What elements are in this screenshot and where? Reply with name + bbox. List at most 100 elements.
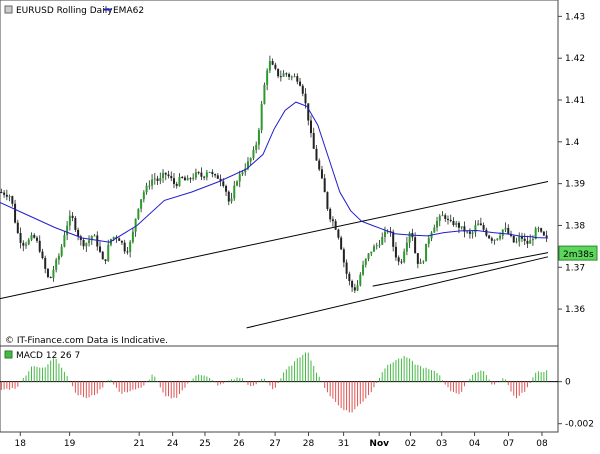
candle-down bbox=[318, 160, 321, 170]
candle-up bbox=[499, 235, 502, 239]
candle-down bbox=[14, 203, 17, 223]
candle-down bbox=[416, 253, 419, 264]
date-x-tick-label: 07 bbox=[503, 439, 514, 449]
candle-up bbox=[131, 231, 134, 243]
candle-down bbox=[200, 172, 203, 177]
candle-down bbox=[523, 238, 526, 241]
candle-up bbox=[25, 244, 28, 246]
candle-down bbox=[348, 273, 351, 282]
candle-down bbox=[79, 236, 82, 240]
date-x-tick-label: 26 bbox=[233, 439, 245, 449]
candle-down bbox=[279, 76, 282, 78]
candle-down bbox=[189, 178, 192, 180]
candle-down bbox=[175, 183, 178, 186]
candle-down bbox=[334, 221, 337, 230]
macd-title: MACD 12 26 7 bbox=[16, 351, 80, 361]
date-x-tick-label: 27 bbox=[269, 439, 280, 449]
price-y-tick-label: 1.39 bbox=[565, 180, 585, 190]
candle-down bbox=[46, 268, 49, 277]
trendline bbox=[372, 252, 549, 287]
candle-down bbox=[49, 276, 52, 278]
candle-up bbox=[268, 61, 271, 71]
candle-down bbox=[463, 226, 466, 232]
date-x-tick-label: 08 bbox=[536, 439, 548, 449]
candle-down bbox=[225, 186, 228, 192]
candle-down bbox=[214, 174, 217, 176]
macd-legend: MACD 12 26 7 bbox=[4, 350, 80, 361]
candle-up bbox=[148, 185, 151, 187]
candle-up bbox=[378, 244, 381, 246]
candle-up bbox=[455, 222, 458, 225]
candle-down bbox=[320, 169, 323, 179]
candle-down bbox=[167, 174, 170, 177]
candle-down bbox=[296, 76, 299, 82]
candle-up bbox=[474, 225, 477, 233]
candle-down bbox=[542, 231, 545, 236]
candle-down bbox=[11, 196, 14, 204]
date-x-tick-label: 04 bbox=[469, 439, 481, 449]
candle-down bbox=[285, 73, 288, 75]
candle-up bbox=[244, 168, 247, 173]
candle-up bbox=[93, 235, 96, 237]
candle-down bbox=[164, 172, 167, 175]
candle-up bbox=[194, 172, 197, 178]
candle-down bbox=[104, 259, 107, 262]
candle-down bbox=[271, 61, 274, 65]
candle-down bbox=[277, 68, 280, 77]
candle-down bbox=[342, 249, 345, 263]
candle-up bbox=[153, 178, 156, 180]
candle-down bbox=[452, 221, 455, 225]
candle-up bbox=[436, 220, 439, 228]
candle-up bbox=[137, 208, 140, 219]
candle-down bbox=[312, 133, 315, 149]
candle-up bbox=[383, 231, 386, 237]
candle-up bbox=[140, 199, 143, 209]
candle-up bbox=[493, 239, 496, 241]
candle-down bbox=[183, 177, 186, 181]
price-y-tick-label: 1.4 bbox=[565, 138, 580, 148]
candle-up bbox=[438, 215, 441, 221]
candle-down bbox=[16, 222, 19, 233]
candle-down bbox=[507, 227, 510, 234]
candle-up bbox=[252, 149, 255, 159]
candle-up bbox=[60, 246, 63, 256]
candle-up bbox=[362, 264, 365, 275]
candle-up bbox=[266, 70, 269, 85]
candle-down bbox=[323, 178, 326, 193]
candle-down bbox=[389, 230, 392, 232]
candle-up bbox=[151, 179, 154, 186]
date-x-tick-label: 28 bbox=[303, 439, 315, 449]
candle-down bbox=[203, 176, 206, 178]
candle-up bbox=[375, 245, 378, 247]
candle-down bbox=[22, 242, 25, 246]
candle-up bbox=[518, 236, 521, 242]
candle-up bbox=[477, 223, 480, 226]
candle-up bbox=[419, 262, 422, 264]
candle-up bbox=[236, 181, 239, 186]
candle-up bbox=[8, 196, 11, 198]
candle-down bbox=[227, 191, 230, 202]
candle-up bbox=[381, 236, 384, 245]
candle-up bbox=[63, 235, 66, 247]
candle-down bbox=[485, 229, 488, 236]
candle-down bbox=[397, 257, 400, 262]
candle-down bbox=[340, 237, 343, 250]
candle-up bbox=[241, 172, 244, 175]
candle-up bbox=[230, 198, 233, 202]
candle-down bbox=[520, 236, 523, 239]
candle-up bbox=[427, 238, 430, 244]
current-price-badge: 2m38s bbox=[558, 245, 598, 261]
candle-up bbox=[249, 158, 252, 162]
candle-up bbox=[471, 232, 474, 234]
badge-box bbox=[558, 245, 598, 261]
candle-up bbox=[208, 171, 211, 173]
candle-up bbox=[290, 76, 293, 78]
candle-down bbox=[118, 238, 121, 241]
candle-up bbox=[66, 225, 69, 236]
candle-up bbox=[504, 227, 507, 230]
candle-up bbox=[263, 84, 266, 105]
candle-down bbox=[488, 235, 491, 239]
candle-up bbox=[356, 285, 359, 291]
candle-down bbox=[38, 240, 41, 252]
macd-y-tick-label: -0.002 bbox=[565, 420, 594, 430]
